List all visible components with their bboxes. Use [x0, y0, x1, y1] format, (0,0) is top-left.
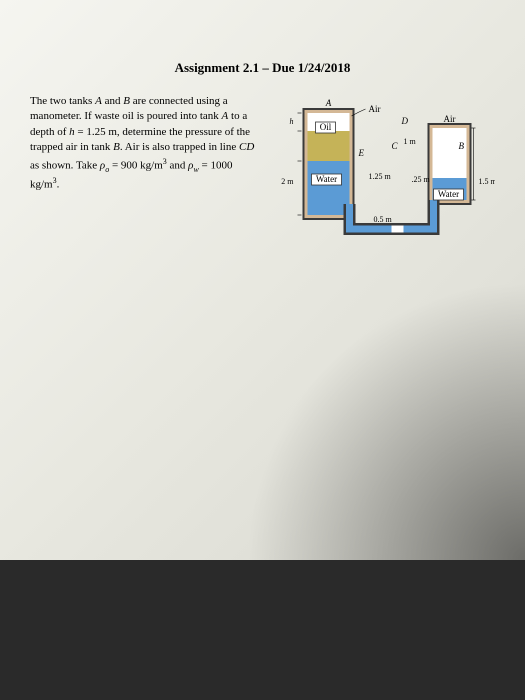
dim-2m: 2 m [281, 177, 294, 186]
text: and [167, 159, 188, 171]
diagram-svg: A Air Oil E Water Air B D C Water [272, 94, 495, 254]
text: = 900 [109, 159, 137, 171]
text: and [102, 95, 123, 107]
text: as shown. Take [30, 159, 100, 171]
dim-h: h [290, 117, 294, 126]
text: Air is also trapped in line [125, 141, 239, 153]
manometer-diagram: A Air Oil E Water Air B D C Water [272, 94, 495, 254]
assignment-title: Assignment 2.1 – Due 1/24/2018 [30, 60, 495, 76]
label-oil: Oil [320, 122, 332, 132]
text: If waste oil is poured into tank [84, 110, 221, 122]
label-B: B [459, 141, 465, 151]
dim-25m: .25 m [412, 175, 431, 184]
label-D: D [401, 116, 409, 126]
var-CD: CD [239, 141, 254, 153]
dim-125m: 1.25 m [369, 172, 392, 181]
tank-a-water [308, 161, 350, 215]
content-row: The two tanks A and B are connected usin… [30, 94, 495, 254]
text: = 1.25 [75, 126, 106, 138]
dim-1m: 1 m [404, 137, 417, 146]
dim-15m: 1.5 m [479, 177, 496, 186]
var-B: B [113, 141, 120, 153]
label-air-b: Air [444, 114, 456, 124]
var-A: A [95, 95, 102, 107]
label-C: C [392, 141, 399, 151]
text: The two tanks [30, 95, 95, 107]
tank-b-air [433, 128, 467, 178]
tank-a-oil [308, 131, 350, 161]
label-water-b: Water [438, 189, 459, 199]
label-E: E [358, 148, 365, 158]
text: kg/m [140, 159, 163, 171]
page-shadow [245, 280, 525, 560]
text: . [120, 141, 123, 153]
label-water-a: Water [316, 174, 337, 184]
document-page: Assignment 2.1 – Due 1/24/2018 The two t… [0, 0, 525, 560]
problem-statement: The two tanks A and B are connected usin… [30, 94, 260, 254]
var-B: B [123, 95, 130, 107]
label-A: A [325, 98, 332, 108]
dim-05m: 0.5 m [374, 215, 393, 224]
label-air: Air [369, 104, 381, 114]
text: . [57, 178, 60, 190]
